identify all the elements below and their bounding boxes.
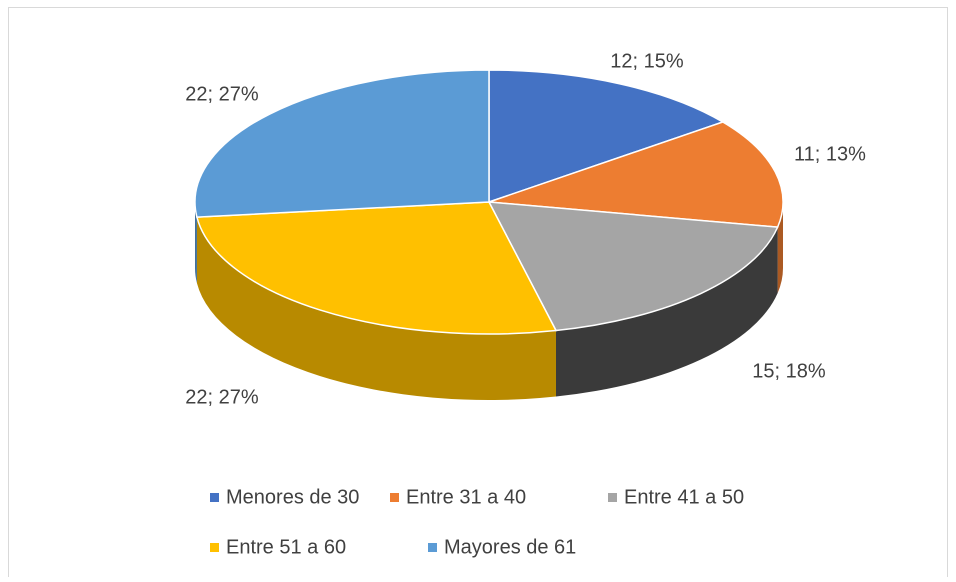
data-label: 22; 27% [185,386,259,408]
slice-side [555,227,778,397]
slice [487,201,779,332]
legend-label: Menores de 30 [226,486,359,508]
legend-swatch [390,493,399,502]
slice [195,201,558,335]
slice-side [195,202,197,284]
legend-swatch [210,543,219,552]
data-label: 11; 13% [794,143,866,165]
pie-tops [194,69,784,335]
legend-label: Entre 51 a 60 [226,536,346,558]
legend-swatch [210,493,219,502]
legend: Menores de 30 Entre 31 a 40 Entre 41 a 50 E… [210,486,744,558]
slice [488,121,784,228]
legend-swatch [428,543,437,552]
data-label: 15; 18% [752,360,826,382]
data-label: 22; 27% [185,83,259,105]
slice [488,69,725,204]
data-labels: 12; 15% 11; 13% 15; 18% 22; 27% 22; 27% [185,50,866,408]
slice [194,69,490,218]
legend-label: Entre 41 a 50 [624,486,744,508]
data-label: 12; 15% [610,50,684,72]
legend-label: Entre 31 a 40 [406,486,526,508]
legend-label: Mayores de 61 [444,536,576,558]
slice-side [196,217,556,400]
legend-swatch [608,493,617,502]
